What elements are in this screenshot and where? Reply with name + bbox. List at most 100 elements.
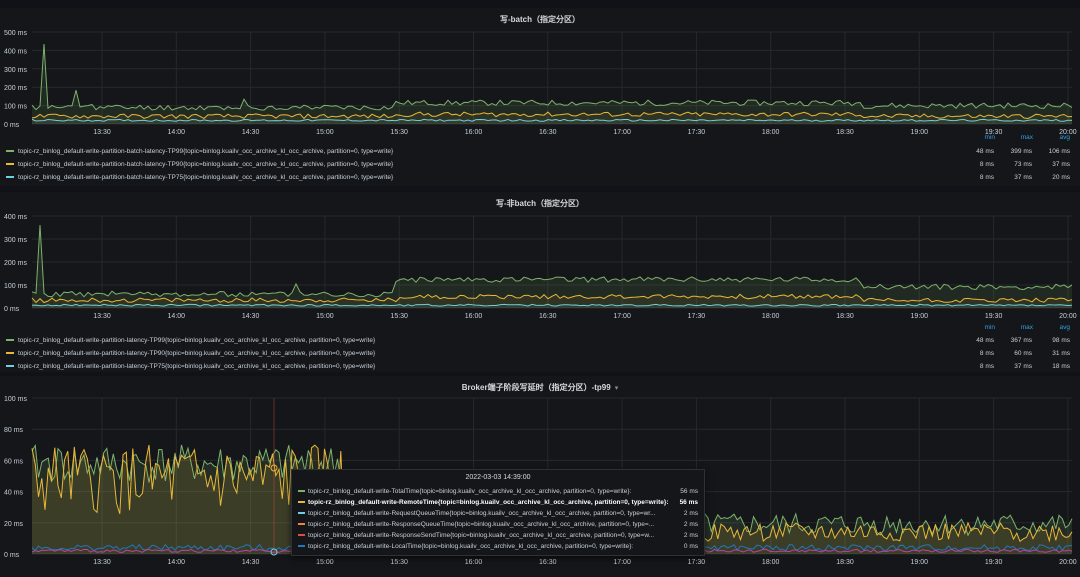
legend-avg: 18 ms — [1052, 363, 1070, 370]
x-tick-label: 17:30 — [688, 559, 706, 566]
x-tick-label: 15:00 — [316, 559, 334, 566]
legend-header-max[interactable]: max — [1020, 324, 1033, 331]
x-tick-label: 14:30 — [242, 559, 260, 566]
hover-point — [270, 464, 278, 472]
tooltip-row: topic-rz_binlog_default-write-TotalTime{… — [298, 486, 698, 497]
legend-header-min[interactable]: min — [984, 134, 995, 141]
legend-item[interactable]: topic-rz_binlog_default-write-partition-… — [6, 348, 1070, 360]
x-tick-label: 18:30 — [836, 313, 854, 320]
series-area — [32, 44, 1072, 124]
legend-min: 48 ms — [976, 148, 994, 155]
legend-min: 8 ms — [979, 174, 994, 181]
legend-max: 367 ms — [1010, 337, 1032, 344]
y-tick-label: 0 ms — [4, 552, 20, 559]
legend-min: 48 ms — [976, 337, 994, 344]
series-color-swatch — [298, 523, 305, 526]
x-tick-label: 17:00 — [613, 129, 631, 136]
legend-header-min[interactable]: min — [984, 324, 995, 331]
legend-label: topic-rz_binlog_default-write-partition-… — [18, 174, 394, 181]
tooltip-value: 56 ms — [680, 488, 698, 495]
tooltip-row: topic-rz_binlog_default-write-LocalTime{… — [298, 541, 698, 552]
x-tick-label: 19:30 — [985, 313, 1003, 320]
tooltip-label: topic-rz_binlog_default-write-TotalTime{… — [308, 488, 632, 495]
x-tick-label: 14:30 — [242, 129, 260, 136]
legend: min max avg topic-rz_binlog_default-writ… — [0, 322, 1080, 372]
tooltip-label: topic-rz_binlog_default-write-LocalTime{… — [308, 543, 634, 550]
x-tick-label: 17:30 — [688, 129, 706, 136]
y-tick-label: 0 ms — [4, 306, 20, 313]
legend-item[interactable]: topic-rz_binlog_default-write-partition-… — [6, 361, 1070, 372]
legend-label: topic-rz_binlog_default-write-partition-… — [18, 337, 376, 344]
legend-avg: 106 ms — [1048, 148, 1070, 155]
series-line[interactable] — [31, 43, 1073, 111]
x-tick-label: 17:00 — [613, 313, 631, 320]
series-line[interactable] — [31, 303, 1073, 307]
y-tick-label: 300 ms — [4, 67, 27, 74]
series-line[interactable] — [31, 118, 1073, 122]
x-tick-label: 19:00 — [911, 129, 929, 136]
series-line[interactable] — [31, 111, 1073, 120]
series-color-swatch — [298, 490, 305, 493]
x-tick-label: 18:00 — [762, 313, 780, 320]
chevron-down-icon[interactable]: ▾ — [614, 385, 619, 392]
x-tick-label: 13:30 — [93, 129, 111, 136]
tooltip-value: 56 ms — [679, 499, 698, 506]
x-tick-label: 18:00 — [762, 559, 780, 566]
x-tick-label: 16:00 — [465, 129, 483, 136]
panel-title[interactable]: Broker端子阶段写延时（指定分区）-tp99 ▾ — [0, 382, 1080, 393]
legend-item[interactable]: topic-rz_binlog_default-write-partition-… — [6, 172, 1070, 184]
legend-item[interactable]: topic-rz_binlog_default-write-partition-… — [6, 159, 1070, 171]
tooltip-row: topic-rz_binlog_default-write-ResponseSe… — [298, 530, 698, 541]
tooltip-label: topic-rz_binlog_default-write-ResponseSe… — [308, 532, 655, 539]
y-tick-label: 80 ms — [4, 427, 24, 434]
series-color-swatch — [298, 501, 305, 504]
panel-title-text: Broker端子阶段写延时（指定分区）-tp99 — [461, 383, 611, 392]
chart-write-batch: 500 ms 400 ms 300 ms 200 ms 100 ms 0 ms 13:30 1… — [4, 30, 1077, 136]
series-color-swatch — [298, 512, 305, 515]
legend-avg: 31 ms — [1052, 350, 1070, 357]
tooltip-row: topic-rz_binlog_default-write-ResponseQu… — [298, 519, 698, 530]
tooltip-time: 2022-03-03 14:39:00 — [465, 474, 531, 481]
panel-title[interactable]: 写-batch（指定分区） — [500, 15, 580, 24]
legend-header-avg[interactable]: avg — [1059, 324, 1070, 331]
tooltip-label: topic-rz_binlog_default-write-RequestQue… — [308, 510, 656, 517]
legend-item[interactable]: topic-rz_binlog_default-write-partition-… — [6, 335, 1070, 347]
legend-max: 37 ms — [1014, 174, 1032, 181]
x-tick-label: 19:00 — [911, 559, 929, 566]
legend-min: 8 ms — [979, 161, 994, 168]
panel-title[interactable]: 写-非batch（指定分区） — [496, 199, 584, 208]
x-tick-label: 14:00 — [168, 313, 186, 320]
y-tick-label: 100 ms — [4, 396, 27, 403]
series-line[interactable] — [31, 293, 1073, 304]
x-tick-label: 20:00 — [1059, 129, 1077, 136]
x-tick-label: 15:00 — [316, 129, 334, 136]
legend-header-avg[interactable]: avg — [1059, 134, 1070, 141]
tooltip-value: 2 ms — [683, 510, 698, 517]
y-tick-label: 500 ms — [4, 30, 27, 37]
tooltip-value: 2 ms — [683, 521, 698, 528]
x-tick-label: 15:30 — [390, 559, 408, 566]
x-tick-label: 19:30 — [985, 129, 1003, 136]
x-tick-label: 19:00 — [911, 313, 929, 320]
y-tick-label: 20 ms — [4, 521, 24, 528]
legend-label: topic-rz_binlog_default-write-partition-… — [18, 363, 376, 370]
legend-max: 399 ms — [1010, 148, 1032, 155]
y-tick-label: 300 ms — [4, 237, 27, 244]
legend-item[interactable]: topic-rz_binlog_default-write-partition-… — [6, 146, 1070, 158]
x-tick-label: 15:30 — [390, 129, 408, 136]
x-tick-label: 14:30 — [242, 313, 260, 320]
legend-header-max[interactable]: max — [1020, 134, 1033, 141]
legend-avg: 20 ms — [1052, 174, 1070, 181]
x-tick-label: 18:30 — [836, 559, 854, 566]
y-tick-label: 200 ms — [4, 85, 27, 92]
series-line[interactable] — [31, 225, 1073, 298]
tooltip-value: 2 ms — [683, 532, 698, 539]
chart-tooltip: 2022-03-03 14:39:00 topic-rz_binlog_defa… — [291, 469, 705, 556]
legend-max: 73 ms — [1014, 161, 1032, 168]
series-color-swatch — [6, 150, 14, 153]
x-tick-label: 14:00 — [168, 129, 186, 136]
series-color-swatch — [6, 176, 14, 179]
legend-label: topic-rz_binlog_default-write-partition-… — [18, 161, 394, 168]
y-tick-label: 60 ms — [4, 458, 24, 465]
y-tick-label: 40 ms — [4, 490, 24, 497]
